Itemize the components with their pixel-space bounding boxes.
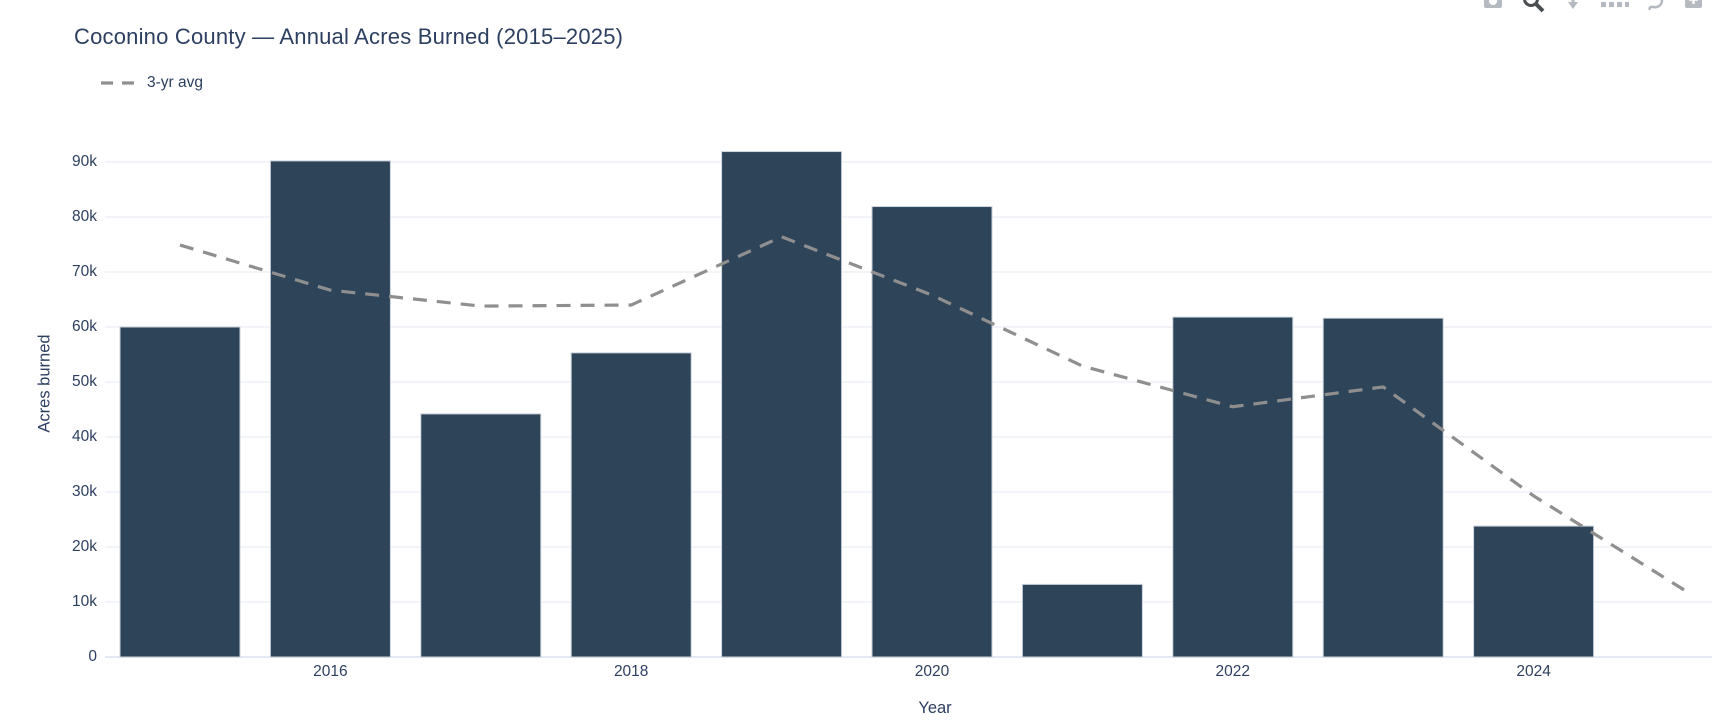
legend-label: 3-yr avg [147,74,203,91]
x-tick-label-2024: 2024 [1516,663,1551,680]
x-axis-title: Year [918,699,952,717]
y-tick-label-90k: 90k [72,153,97,170]
y-tick-label-10k: 10k [72,593,97,610]
avg-line [179,235,1685,592]
y-tick-label-60k: 60k [72,318,97,335]
chart-title: Coconino County — Annual Acres Burned (2… [74,24,624,49]
lasso-icon[interactable] [1640,0,1666,14]
camera-icon[interactable] [1480,0,1506,14]
modebar [1480,0,1706,14]
y-tick-label-0: 0 [88,648,97,665]
legend-item-3yr-avg[interactable]: 3-yr avg [101,74,203,92]
bar-2024[interactable] [1473,525,1595,658]
bar-2017[interactable] [420,413,542,658]
y-tick-label-40k: 40k [72,428,97,445]
dashed-line-legend-swatch [101,81,137,85]
bar-2022[interactable] [1172,316,1294,658]
bar-2018[interactable] [570,352,692,658]
y-tick-label-70k: 70k [72,263,97,280]
bar-2016[interactable] [269,160,391,658]
x-tick-label-2022: 2022 [1215,663,1251,680]
zoom-in-icon[interactable] [1680,0,1706,14]
x-tick-label-2016: 2016 [313,663,348,680]
x-tick-label-2018: 2018 [613,663,649,680]
y-tick-label-30k: 30k [72,483,97,500]
bar-2021[interactable] [1021,583,1143,658]
box-select-icon[interactable] [1600,0,1629,14]
y-tick-label-50k: 50k [72,373,97,390]
bar-2023[interactable] [1322,317,1444,658]
x-tick-label-2020: 2020 [914,663,950,680]
zoom-icon[interactable] [1520,0,1546,14]
bar-2015[interactable] [119,326,241,658]
pan-icon[interactable] [1560,0,1586,14]
bar-2019[interactable] [721,151,843,658]
y-tick-label-20k: 20k [72,538,97,555]
y-tick-label-80k: 80k [72,208,97,225]
bar-2020[interactable] [871,206,993,658]
